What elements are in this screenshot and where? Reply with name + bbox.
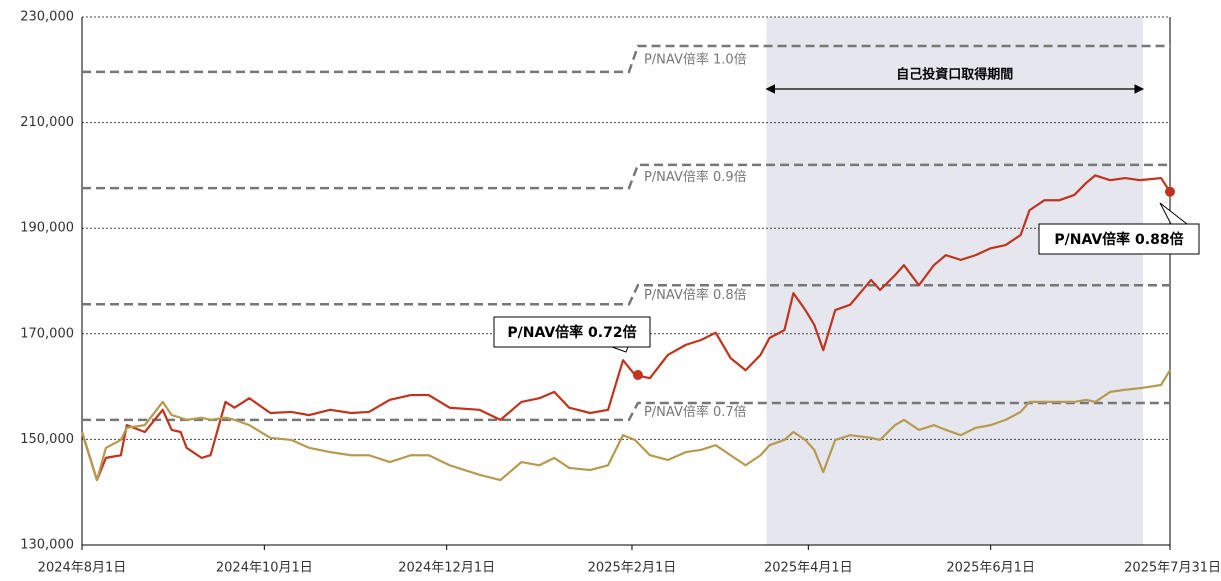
callout-label: P/NAV倍率 0.88倍 bbox=[1054, 231, 1183, 248]
annotation-point bbox=[632, 369, 643, 380]
x-tick-label: 2025年6月1日 bbox=[946, 561, 1035, 576]
callout-pointer bbox=[611, 346, 629, 353]
series-line bbox=[80, 369, 1171, 482]
x-tick-label: 2025年7月31日 bbox=[1124, 561, 1221, 576]
series-line bbox=[80, 174, 1171, 482]
reference-line bbox=[82, 163, 1170, 190]
reference-line bbox=[82, 401, 1170, 422]
x-tick-label: 2025年4月1日 bbox=[764, 561, 853, 576]
annotation-point bbox=[1165, 186, 1175, 197]
x-tick-label: 2024年12月1日 bbox=[398, 561, 495, 576]
y-tick-label: 230,000 bbox=[20, 10, 74, 25]
y-tick-label: 190,000 bbox=[20, 221, 74, 236]
reference-label: P/NAV倍率 0.9倍 bbox=[644, 169, 747, 185]
y-tick-label: 130,000 bbox=[20, 538, 74, 553]
x-tick-label: 2025年2月1日 bbox=[588, 561, 677, 576]
period-label: 自己投資口取得期間 bbox=[896, 67, 1013, 83]
x-tick-label: 2024年10月1日 bbox=[216, 561, 313, 576]
reference-label: P/NAV倍率 0.8倍 bbox=[644, 287, 747, 303]
reference-line bbox=[82, 44, 1170, 74]
y-tick-label: 210,000 bbox=[20, 115, 74, 130]
x-tick-label: 2024年8月1日 bbox=[38, 561, 127, 576]
callout-box bbox=[1038, 223, 1200, 255]
reference-label: P/NAV倍率 1.0倍 bbox=[644, 51, 747, 67]
shaded-period bbox=[766, 17, 1144, 545]
y-tick-label: 150,000 bbox=[20, 432, 74, 447]
callout-label: P/NAV倍率 0.72倍 bbox=[507, 324, 636, 341]
reference-line bbox=[82, 283, 1170, 306]
callout-box bbox=[493, 316, 651, 348]
callout-pointer bbox=[1159, 202, 1188, 225]
reference-label: P/NAV倍率 0.7倍 bbox=[644, 404, 747, 420]
y-tick-label: 170,000 bbox=[20, 326, 74, 341]
